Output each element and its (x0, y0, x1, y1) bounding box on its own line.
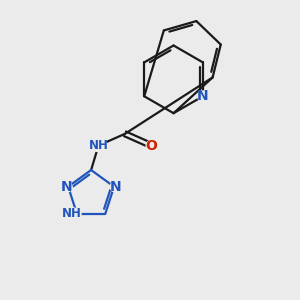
Ellipse shape (110, 182, 121, 192)
Ellipse shape (198, 91, 208, 102)
Ellipse shape (62, 208, 81, 220)
Text: NH: NH (88, 139, 108, 152)
Text: N: N (61, 180, 73, 194)
Text: NH: NH (62, 207, 82, 220)
Text: O: O (146, 139, 158, 153)
Text: N: N (197, 89, 209, 103)
Ellipse shape (146, 140, 157, 151)
Ellipse shape (90, 140, 107, 152)
Ellipse shape (61, 182, 72, 192)
Text: N: N (110, 180, 122, 194)
